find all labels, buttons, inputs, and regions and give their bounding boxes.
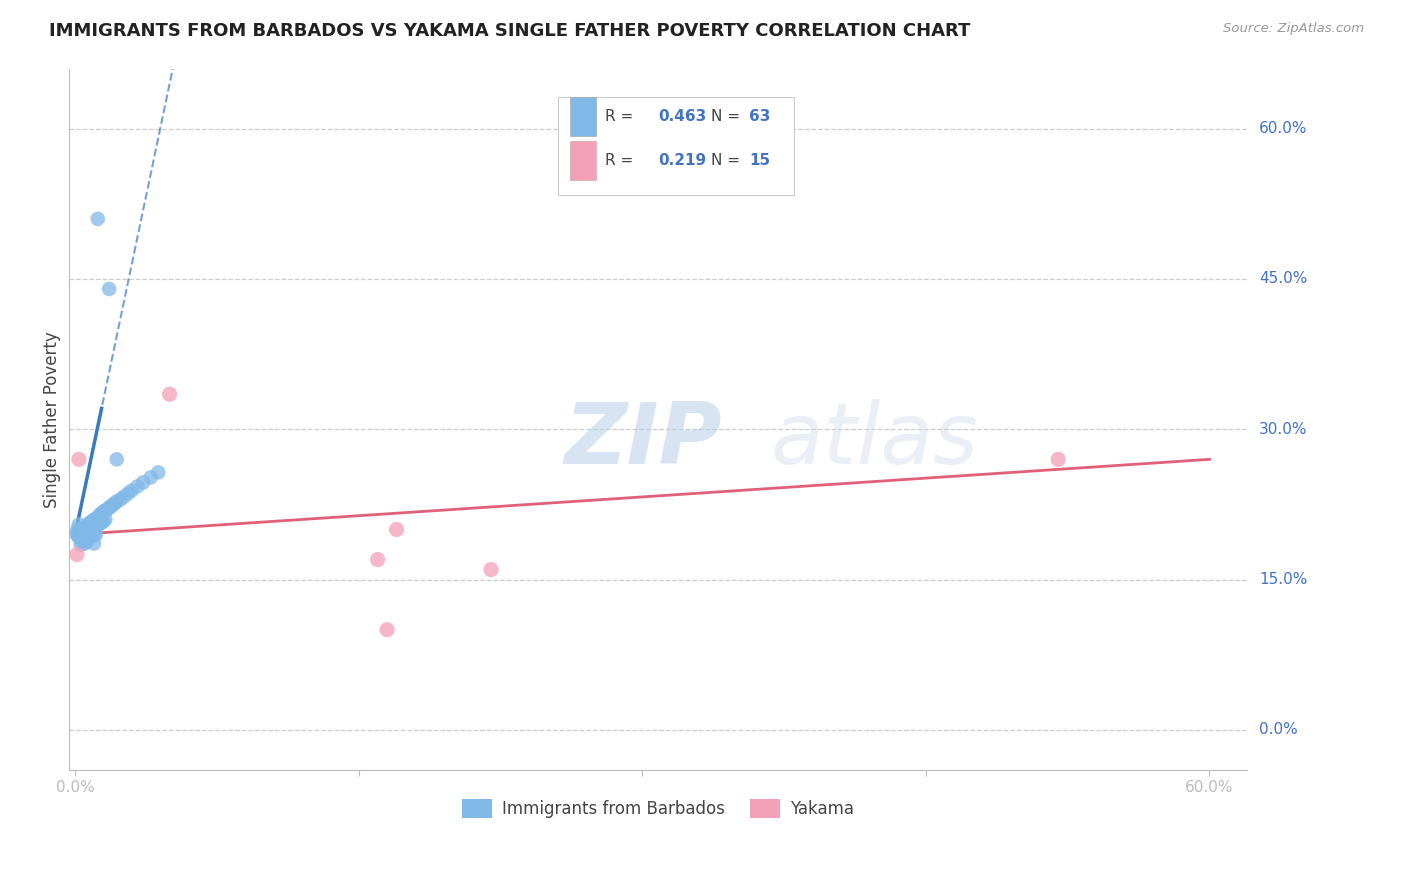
Point [73, 529, 96, 543]
Point [385, 523, 408, 537]
Point [87, 211, 110, 226]
Point [66, 548, 89, 562]
Text: 0.219: 0.219 [658, 153, 706, 169]
Point [90, 516, 112, 530]
Point [104, 496, 127, 510]
Text: 0.0%: 0.0% [1258, 723, 1298, 738]
Point [84, 527, 107, 541]
Point [110, 492, 132, 507]
Text: 63: 63 [749, 109, 770, 124]
Text: 45.0%: 45.0% [1258, 271, 1308, 286]
Point [67, 452, 90, 467]
Point [73, 536, 96, 550]
Point [79, 516, 101, 530]
Point [139, 470, 162, 484]
Point [84, 512, 107, 526]
Point [375, 623, 398, 637]
Point [367, 552, 389, 566]
Point [127, 479, 149, 493]
Point [72, 523, 94, 537]
Text: 15: 15 [749, 153, 770, 169]
Point [66, 523, 89, 537]
Bar [569, 97, 596, 136]
Point [101, 498, 124, 512]
Point [79, 531, 101, 545]
Point [94, 512, 117, 526]
Point [75, 534, 97, 549]
Point [121, 483, 143, 498]
Point [72, 526, 94, 541]
Point [90, 507, 112, 521]
Point [100, 500, 122, 514]
Point [84, 520, 107, 534]
Point [72, 534, 94, 549]
Point [75, 525, 97, 540]
Point [105, 452, 128, 467]
Point [93, 504, 115, 518]
Text: 15.0%: 15.0% [1258, 572, 1308, 587]
Point [117, 486, 139, 500]
Point [82, 523, 104, 537]
Text: N =: N = [711, 153, 745, 169]
Point [89, 516, 111, 531]
Point [87, 510, 110, 524]
Point [93, 515, 115, 529]
Point [77, 524, 100, 539]
Bar [569, 142, 596, 180]
Point [67, 517, 90, 532]
Point [479, 563, 502, 577]
Point [73, 524, 96, 539]
Text: 60.0%: 60.0% [1258, 121, 1308, 136]
Point [82, 515, 104, 529]
Text: N =: N = [711, 109, 745, 124]
Point [67, 531, 90, 545]
Text: 30.0%: 30.0% [1258, 422, 1308, 437]
Point [66, 527, 89, 541]
Point [66, 527, 89, 541]
Text: atlas: atlas [770, 399, 979, 482]
Point [83, 512, 105, 526]
Point [87, 518, 110, 533]
Point [132, 475, 155, 490]
Text: IMMIGRANTS FROM BARBADOS VS YAKAMA SINGLE FATHER POVERTY CORRELATION CHART: IMMIGRANTS FROM BARBADOS VS YAKAMA SINGL… [49, 22, 970, 40]
Point [83, 528, 105, 542]
Point [69, 523, 91, 537]
Point [69, 527, 91, 541]
FancyBboxPatch shape [558, 96, 794, 194]
Legend: Immigrants from Barbados, Yakama: Immigrants from Barbados, Yakama [456, 792, 860, 825]
Point [73, 520, 96, 534]
Text: ZIP: ZIP [564, 399, 721, 482]
Point [98, 282, 121, 296]
Point [79, 523, 101, 537]
Y-axis label: Single Father Poverty: Single Father Poverty [44, 331, 60, 508]
Point [1047, 452, 1070, 467]
Point [77, 517, 100, 532]
Point [148, 466, 170, 480]
Point [67, 524, 90, 539]
Point [69, 533, 91, 547]
Text: 0.463: 0.463 [658, 109, 707, 124]
Point [112, 490, 135, 504]
Point [96, 502, 118, 516]
Point [94, 503, 117, 517]
Point [83, 520, 105, 534]
Text: Source: ZipAtlas.com: Source: ZipAtlas.com [1223, 22, 1364, 36]
Point [77, 533, 100, 547]
Point [82, 529, 104, 543]
Point [105, 494, 128, 508]
Point [75, 518, 97, 533]
Point [69, 537, 91, 551]
Point [89, 508, 111, 522]
Text: R =: R = [606, 109, 638, 124]
Text: R =: R = [606, 153, 638, 169]
Point [83, 536, 105, 550]
Point [159, 387, 181, 401]
Point [98, 500, 121, 515]
